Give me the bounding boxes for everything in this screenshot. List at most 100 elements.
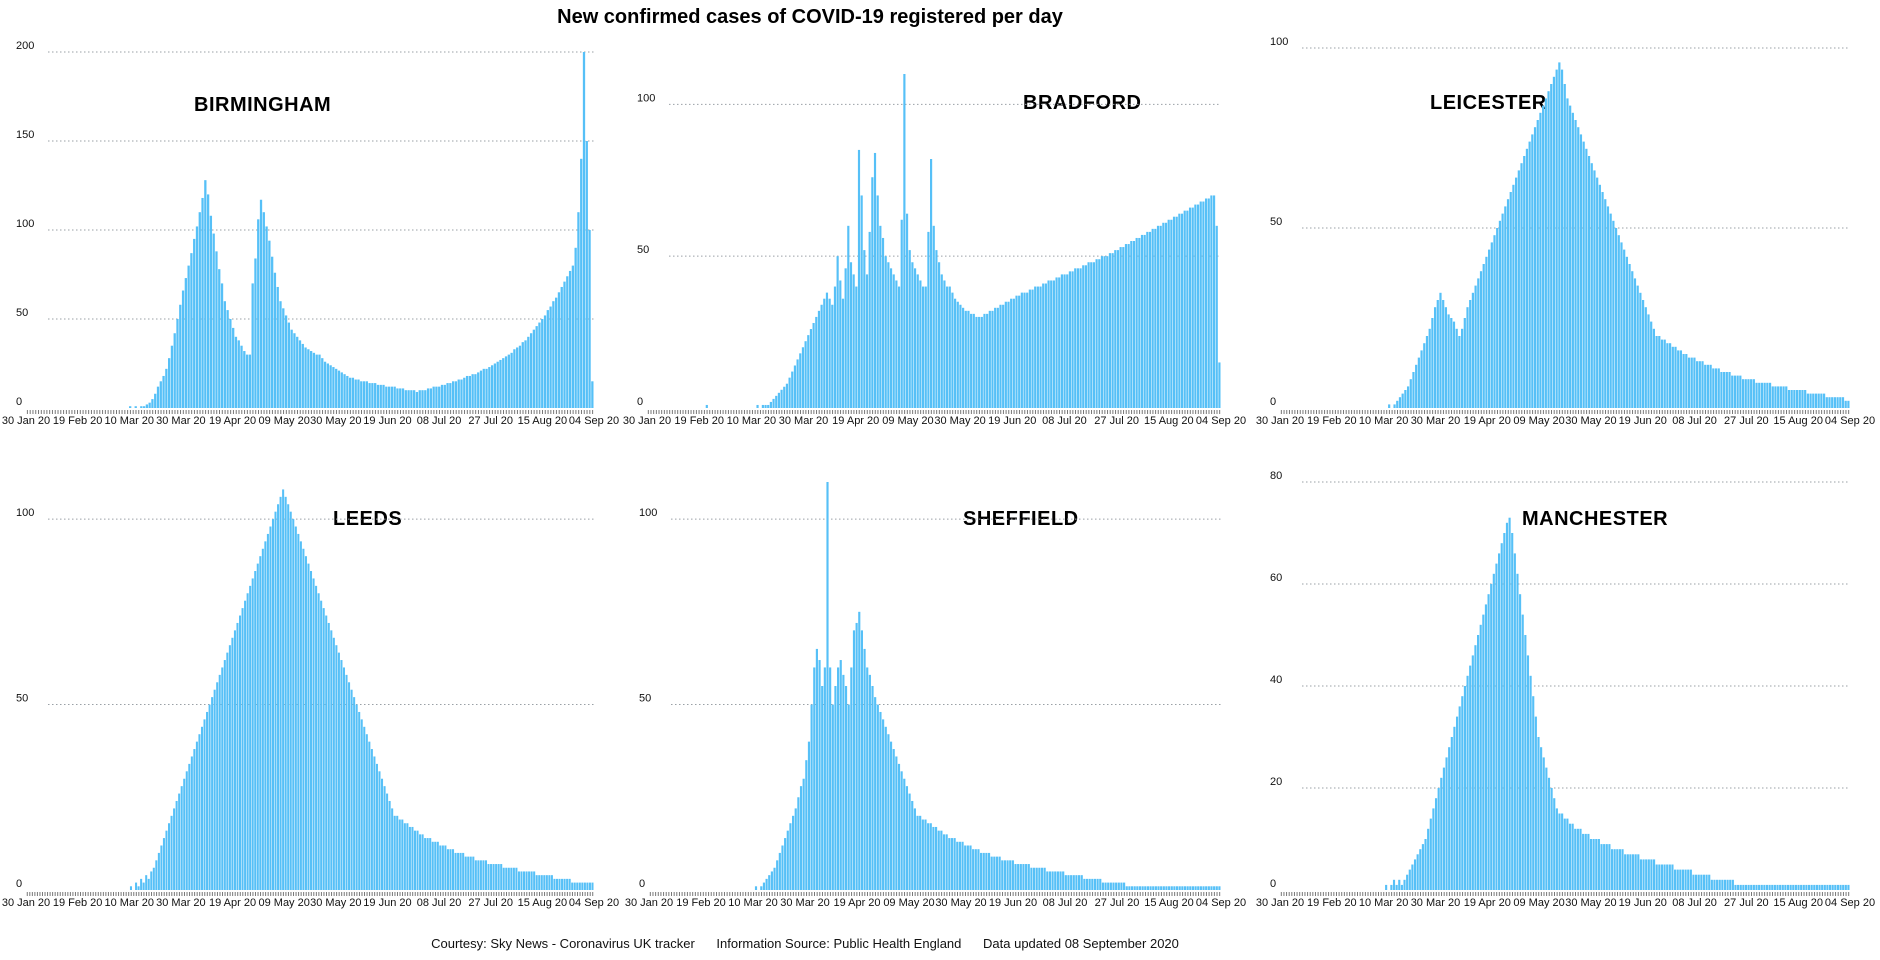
- bar: [1164, 222, 1168, 408]
- bar: [1590, 163, 1593, 408]
- bar: [865, 274, 869, 408]
- x-tick-label: 30 Mar 20: [1411, 897, 1461, 909]
- bar: [1709, 364, 1712, 408]
- bar: [439, 845, 442, 890]
- bar: [1051, 871, 1054, 890]
- bar: [1658, 336, 1661, 408]
- bar: [1173, 886, 1176, 890]
- y-tick-label: 50: [16, 693, 28, 705]
- bar: [237, 340, 240, 408]
- bar: [847, 704, 850, 890]
- bar: [362, 381, 366, 408]
- bar: [1487, 594, 1490, 890]
- bar: [1390, 884, 1393, 890]
- bar: [1178, 213, 1181, 408]
- bar: [903, 74, 906, 408]
- bar: [170, 815, 173, 890]
- bar: [988, 310, 991, 408]
- bar: [232, 327, 235, 408]
- bar: [467, 856, 470, 890]
- bar: [1826, 884, 1829, 890]
- x-tick-label: 19 Apr 20: [832, 415, 879, 427]
- bar: [1059, 871, 1062, 890]
- bar: [1030, 867, 1033, 890]
- bar: [1162, 886, 1165, 890]
- bar: [165, 830, 168, 890]
- bar: [332, 637, 335, 890]
- bar: [1596, 177, 1599, 408]
- bar: [188, 763, 191, 890]
- bar: [185, 771, 188, 890]
- bar: [1471, 655, 1474, 890]
- bar: [1712, 368, 1715, 408]
- bar: [510, 867, 513, 890]
- bar: [591, 381, 594, 408]
- bar: [558, 878, 561, 890]
- bar: [538, 322, 541, 408]
- bar: [772, 398, 775, 408]
- bar: [938, 262, 941, 408]
- bar: [320, 600, 323, 890]
- bar: [980, 852, 983, 890]
- bar: [1215, 886, 1218, 890]
- bar: [1537, 737, 1540, 890]
- bar: [449, 383, 452, 408]
- bar: [1477, 635, 1480, 890]
- bar: [1433, 307, 1437, 408]
- bar: [1618, 849, 1621, 890]
- bar: [892, 274, 895, 408]
- bar: [805, 760, 808, 890]
- bar: [932, 225, 935, 408]
- bar: [1156, 225, 1160, 408]
- bar: [371, 383, 374, 408]
- bar: [401, 819, 404, 890]
- y-tick-label: 0: [639, 878, 645, 890]
- bar: [1066, 274, 1069, 408]
- bar: [986, 313, 989, 408]
- bar: [216, 682, 219, 890]
- bar: [552, 301, 555, 408]
- bar: [1563, 84, 1566, 408]
- bar: [831, 304, 834, 408]
- bar: [919, 280, 922, 408]
- bar: [1628, 264, 1631, 408]
- bar: [1199, 886, 1202, 890]
- bar: [1626, 854, 1629, 890]
- bar: [1833, 397, 1836, 408]
- bar: [1677, 350, 1680, 408]
- x-tick-label: 10 Mar 20: [105, 415, 155, 427]
- bar: [1533, 127, 1537, 408]
- bar: [767, 404, 770, 408]
- bar: [528, 871, 531, 890]
- bar: [1552, 76, 1556, 409]
- bar: [1032, 867, 1036, 890]
- bar: [1752, 884, 1755, 890]
- bar: [991, 310, 994, 408]
- bar: [1503, 533, 1506, 890]
- bar: [226, 310, 229, 408]
- bar: [482, 860, 485, 890]
- bar: [1655, 336, 1658, 408]
- bar: [1400, 884, 1403, 890]
- bar: [1170, 886, 1173, 890]
- x-tick-label: 04 Sep 20: [569, 897, 619, 909]
- bar: [1090, 262, 1093, 408]
- bar: [866, 667, 869, 890]
- bar: [259, 199, 263, 408]
- bar: [1698, 361, 1701, 408]
- bar: [173, 333, 176, 408]
- bar: [218, 674, 221, 890]
- bar: [1047, 280, 1050, 408]
- bar: [1763, 884, 1766, 890]
- bar: [791, 371, 794, 408]
- bar: [1822, 393, 1826, 408]
- bar: [310, 351, 313, 408]
- chart-svg: 0 50 100 30 Jan 20 19 Feb 20 10 Mar 20 30 Mar …: [625, 482, 1246, 909]
- bar: [1520, 163, 1523, 408]
- bar: [1083, 878, 1086, 890]
- bar: [1207, 198, 1210, 408]
- bar: [1731, 375, 1734, 408]
- bar: [1847, 400, 1850, 408]
- bar: [271, 519, 274, 890]
